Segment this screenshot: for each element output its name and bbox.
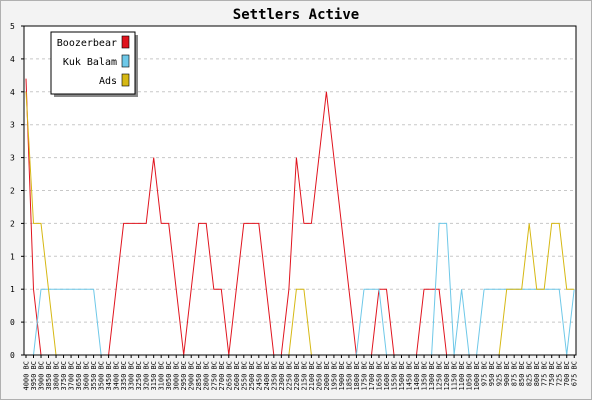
x-tick-label: 2800 BC — [203, 361, 211, 391]
x-tick-label: 2300 BC — [278, 361, 286, 391]
x-tick-label: 3750 BC — [60, 361, 68, 391]
y-axis: 001122334455 — [10, 22, 24, 360]
x-tick-label: 1650 BC — [375, 361, 383, 391]
x-tick-label: 1300 BC — [428, 361, 436, 391]
plot-border — [23, 25, 577, 356]
x-tick-label: 3200 BC — [143, 361, 151, 391]
x-tick-label: 4000 BC — [23, 361, 31, 391]
x-tick-label: 2500 BC — [248, 361, 256, 391]
y-tick-label: 0 — [10, 318, 15, 327]
x-tick-label: 1800 BC — [353, 361, 361, 391]
x-tick-label: 850 BC — [518, 361, 526, 386]
x-tick-label: 775 BC — [541, 361, 549, 386]
x-tick-label: 3300 BC — [128, 361, 136, 391]
x-tick-label: 1750 BC — [360, 361, 368, 391]
x-tick-label: 3700 BC — [68, 361, 76, 391]
x-tick-label: 3400 BC — [113, 361, 121, 391]
x-tick-label: 1150 BC — [451, 361, 459, 391]
x-tick-label: 1700 BC — [368, 361, 376, 391]
x-tick-label: 950 BC — [488, 361, 496, 386]
x-tick-label: 725 BC — [556, 361, 564, 386]
x-tick-label: 2950 BC — [180, 361, 188, 391]
y-tick-label: 2 — [10, 219, 15, 228]
x-tick-label: 1250 BC — [436, 361, 444, 391]
x-tick-label: 3250 BC — [135, 361, 143, 391]
x-tick-label: 2700 BC — [218, 361, 226, 391]
legend-swatch — [121, 73, 130, 87]
x-tick-label: 800 BC — [533, 361, 541, 386]
y-tick-label: 2 — [10, 187, 15, 196]
x-tick-label: 925 BC — [496, 361, 504, 386]
y-tick-label: 1 — [10, 285, 15, 294]
x-tick-label: 3800 BC — [53, 361, 61, 391]
x-tick-label: 2150 BC — [300, 361, 308, 391]
x-tick-label: 3050 BC — [165, 361, 173, 391]
x-tick-label: 3100 BC — [158, 361, 166, 391]
x-tick-label: 875 BC — [511, 361, 519, 386]
x-tick-label: 1900 BC — [338, 361, 346, 391]
x-tick-label: 3350 BC — [120, 361, 128, 391]
x-tick-label: 975 BC — [481, 361, 489, 386]
x-tick-label: 3450 BC — [105, 361, 113, 391]
x-tick-label: 825 BC — [526, 361, 534, 386]
x-tick-label: 1850 BC — [345, 361, 353, 391]
x-tick-label: 3950 BC — [30, 361, 38, 391]
x-axis: 4000 BC 3950 BC 3900 BC 3850 BC 3800 BC 3750 … — [23, 355, 579, 391]
x-tick-label: 2550 BC — [240, 361, 248, 391]
x-tick-label: 1550 BC — [391, 361, 399, 391]
y-tick-label: 5 — [10, 22, 15, 31]
x-tick-label: 2050 BC — [315, 361, 323, 391]
x-tick-label: 1500 BC — [398, 361, 406, 391]
y-tick-label: 3 — [10, 154, 15, 163]
x-tick-label: 2450 BC — [255, 361, 263, 391]
legend: Boozerbear Kuk Balam Ads — [50, 31, 138, 97]
y-tick-label: 4 — [10, 55, 15, 64]
y-tick-label: 0 — [10, 351, 15, 360]
y-tick-label: 1 — [10, 252, 15, 261]
x-tick-label: 1100 BC — [458, 361, 466, 391]
x-tick-label: 2200 BC — [293, 361, 301, 391]
x-tick-label: 675 BC — [571, 361, 579, 386]
legend-label: Boozerbear — [57, 38, 117, 49]
legend-label: Kuk Balam — [63, 57, 117, 68]
x-tick-label: 1950 BC — [330, 361, 338, 391]
x-tick-label: 2400 BC — [263, 361, 271, 391]
x-tick-label: 1400 BC — [413, 361, 421, 391]
x-tick-label: 2750 BC — [210, 361, 218, 391]
x-tick-label: 2900 BC — [188, 361, 196, 391]
x-tick-label: 2350 BC — [270, 361, 278, 391]
x-tick-label: 3650 BC — [75, 361, 83, 391]
x-tick-label: 750 BC — [548, 361, 556, 386]
x-tick-label: 2600 BC — [233, 361, 241, 391]
x-tick-label: 2250 BC — [285, 361, 293, 391]
x-tick-label: 700 BC — [563, 361, 571, 386]
x-tick-label: 2000 BC — [323, 361, 331, 391]
x-tick-label: 3000 BC — [173, 361, 181, 391]
legend-swatch — [121, 54, 130, 68]
x-tick-label: 2650 BC — [225, 361, 233, 391]
x-tick-label: 2100 BC — [308, 361, 316, 391]
x-tick-label: 1200 BC — [443, 361, 451, 391]
y-tick-label: 3 — [10, 121, 15, 130]
x-tick-label: 3900 BC — [38, 361, 46, 391]
x-tick-label: 2850 BC — [195, 361, 203, 391]
x-tick-label: 3550 BC — [90, 361, 98, 391]
chart-title: Settlers Active — [233, 7, 359, 23]
x-tick-label: 1350 BC — [421, 361, 429, 391]
legend-swatch — [121, 35, 130, 49]
x-tick-label: 3500 BC — [98, 361, 106, 391]
x-tick-label: 3150 BC — [150, 361, 158, 391]
x-tick-label: 900 BC — [503, 361, 511, 386]
x-tick-label: 1050 BC — [466, 361, 474, 391]
x-tick-label: 1000 BC — [473, 361, 481, 391]
x-tick-label: 3850 BC — [45, 361, 53, 391]
legend-label: Ads — [99, 76, 117, 87]
y-tick-label: 4 — [10, 88, 15, 97]
x-tick-label: 1450 BC — [406, 361, 414, 391]
x-tick-label: 3600 BC — [83, 361, 91, 391]
legend-box — [50, 31, 136, 95]
x-tick-label: 1600 BC — [383, 361, 391, 391]
